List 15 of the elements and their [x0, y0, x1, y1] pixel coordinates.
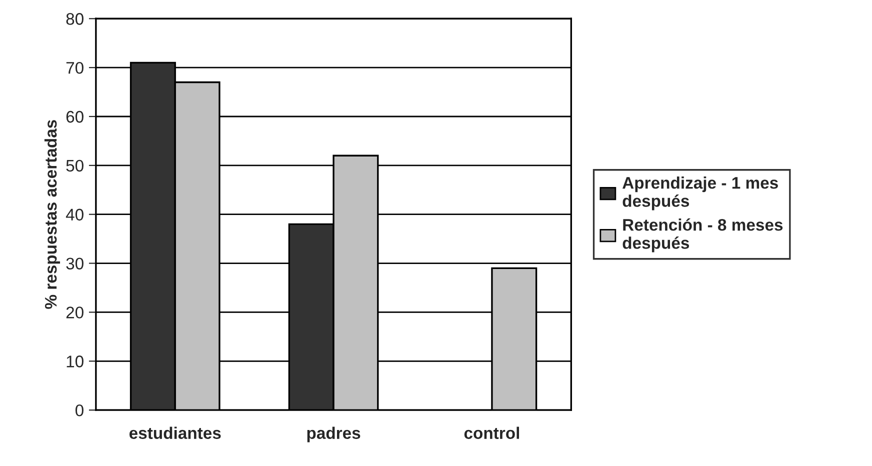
y-tick-label: 80 [66, 13, 84, 25]
legend-label: Aprendizaje - 1 mes después [622, 176, 778, 210]
x-tick-label: padres [307, 426, 360, 442]
legend-label: Retención - 8 meses después [622, 218, 783, 252]
y-tick-label: 70 [66, 62, 84, 74]
y-tick-label: 0 [75, 404, 84, 416]
y-axis-title: % respuestas acertadas [44, 120, 60, 309]
y-tick-label: 60 [66, 110, 84, 123]
y-tick-label: 40 [66, 208, 84, 221]
y-tick-label: 10 [66, 356, 84, 368]
x-tick-label: estudiantes [129, 426, 221, 439]
y-tick-label: 50 [66, 160, 84, 172]
y-tick-label: 30 [66, 258, 84, 270]
x-tick-label: control [464, 426, 520, 439]
y-tick-label: 20 [66, 306, 84, 318]
